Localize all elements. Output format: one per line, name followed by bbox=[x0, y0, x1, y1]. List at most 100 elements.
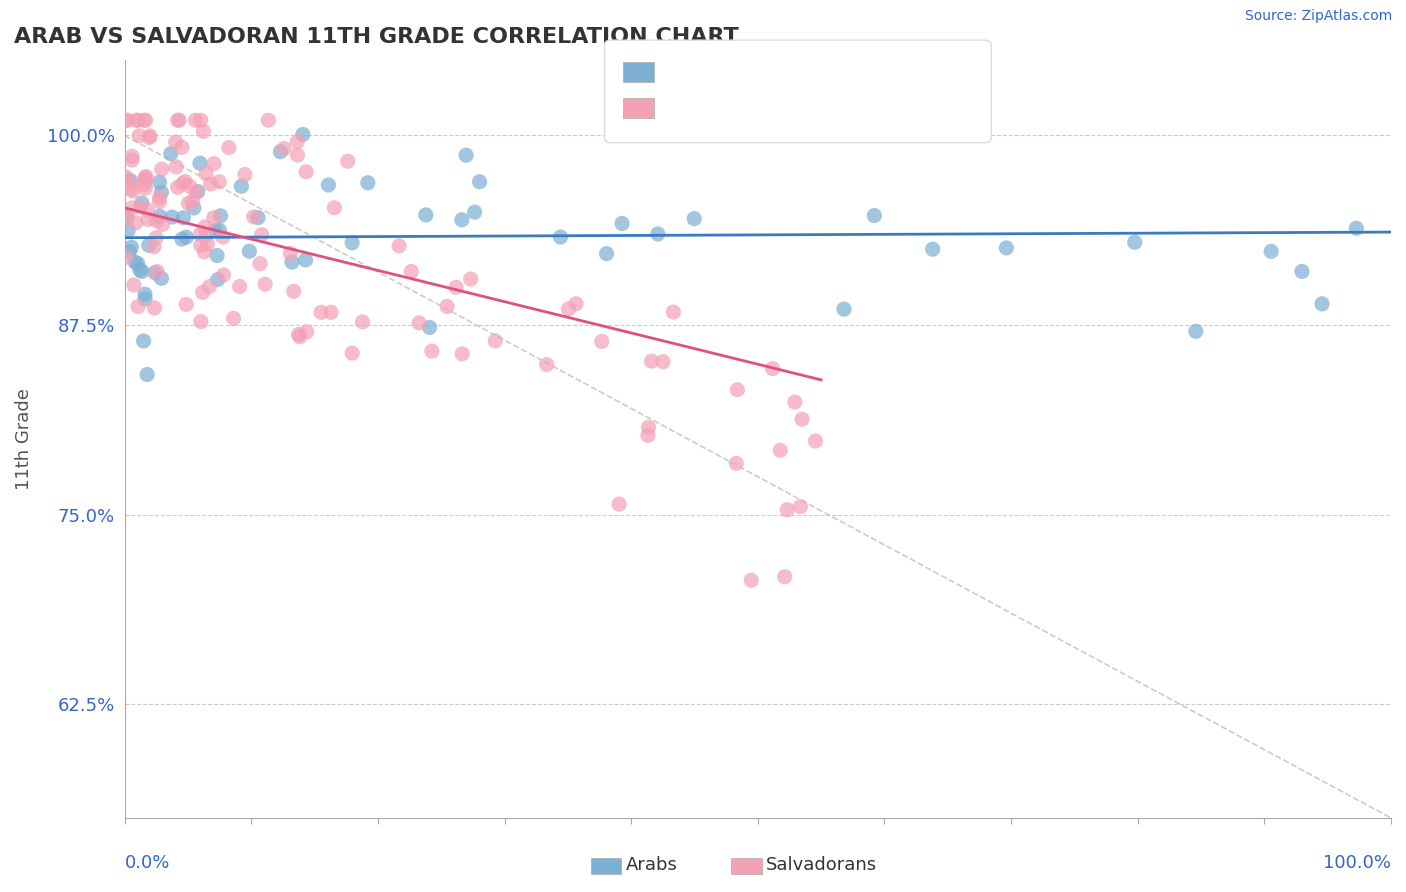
Point bbox=[740, 573, 762, 587]
Text: Source: ZipAtlas.com: Source: ZipAtlas.com bbox=[1244, 9, 1392, 23]
Point bbox=[1185, 324, 1208, 338]
Point bbox=[150, 162, 173, 177]
Point bbox=[165, 135, 187, 149]
Point bbox=[181, 194, 204, 209]
Text: Arabs: Arabs bbox=[626, 856, 678, 874]
Point bbox=[281, 255, 304, 269]
Point bbox=[591, 334, 613, 349]
Point bbox=[204, 223, 226, 237]
Text: 0.0%: 0.0% bbox=[125, 854, 170, 871]
Point bbox=[550, 230, 572, 244]
Point bbox=[127, 113, 149, 128]
Point bbox=[456, 148, 478, 162]
Point bbox=[610, 217, 633, 231]
Point bbox=[149, 209, 172, 223]
Point bbox=[318, 178, 340, 192]
Point bbox=[190, 238, 212, 252]
Point bbox=[117, 173, 139, 187]
Point bbox=[188, 156, 211, 170]
Y-axis label: 11th Grade: 11th Grade bbox=[15, 388, 32, 490]
Point bbox=[776, 502, 799, 516]
Point bbox=[166, 113, 188, 128]
Point bbox=[451, 347, 474, 361]
Point bbox=[143, 240, 166, 254]
Point bbox=[464, 205, 486, 219]
Point bbox=[114, 113, 136, 128]
Point bbox=[202, 211, 225, 225]
Point bbox=[1291, 264, 1313, 278]
Point bbox=[1310, 297, 1333, 311]
Point bbox=[184, 186, 207, 200]
Point bbox=[336, 154, 359, 169]
Point bbox=[145, 231, 167, 245]
Point bbox=[134, 171, 156, 186]
Point bbox=[637, 420, 659, 434]
Point bbox=[117, 113, 139, 128]
Point bbox=[121, 184, 143, 198]
Text: -0.485: -0.485 bbox=[703, 101, 768, 119]
Point bbox=[193, 124, 215, 138]
Point bbox=[283, 285, 305, 299]
Point bbox=[419, 320, 441, 334]
Point bbox=[177, 196, 200, 211]
Point bbox=[187, 185, 209, 199]
Point bbox=[254, 277, 277, 292]
Text: R =: R = bbox=[661, 101, 700, 119]
Text: ARAB VS SALVADORAN 11TH GRADE CORRELATION CHART: ARAB VS SALVADORAN 11TH GRADE CORRELATIO… bbox=[14, 27, 738, 46]
Point bbox=[190, 227, 212, 242]
Point bbox=[125, 216, 148, 230]
Point bbox=[184, 113, 207, 128]
Point bbox=[280, 246, 302, 260]
Point bbox=[207, 272, 229, 286]
Point bbox=[762, 361, 785, 376]
Point bbox=[139, 128, 162, 143]
Point bbox=[148, 175, 170, 189]
Point bbox=[247, 211, 270, 225]
Point bbox=[138, 238, 160, 252]
Point bbox=[132, 334, 155, 348]
Point bbox=[536, 358, 558, 372]
Point bbox=[287, 327, 309, 342]
Point bbox=[863, 209, 886, 223]
Point bbox=[415, 208, 437, 222]
Point bbox=[160, 146, 183, 161]
Point bbox=[340, 235, 363, 250]
Point bbox=[444, 280, 467, 294]
Point bbox=[166, 180, 188, 194]
Point bbox=[769, 443, 792, 458]
Point bbox=[174, 297, 197, 311]
Point bbox=[1346, 221, 1368, 235]
Point bbox=[218, 140, 240, 154]
Point bbox=[128, 128, 150, 143]
Text: R =: R = bbox=[661, 65, 700, 83]
Point bbox=[131, 264, 153, 278]
Text: 100.0%: 100.0% bbox=[1323, 854, 1391, 871]
Point bbox=[120, 240, 142, 254]
Point bbox=[191, 285, 214, 300]
Point bbox=[233, 168, 256, 182]
Point bbox=[135, 171, 157, 186]
Point bbox=[238, 244, 260, 259]
Point bbox=[401, 264, 423, 278]
Point bbox=[143, 266, 166, 280]
Point bbox=[170, 232, 193, 246]
Point bbox=[128, 262, 150, 277]
Point bbox=[122, 277, 145, 292]
Point bbox=[174, 175, 197, 189]
Point bbox=[134, 287, 156, 301]
Point bbox=[789, 500, 811, 514]
Text: Salvadorans: Salvadorans bbox=[766, 856, 877, 874]
Point bbox=[408, 316, 430, 330]
Point bbox=[652, 354, 675, 368]
Point bbox=[176, 230, 198, 244]
Point bbox=[222, 311, 245, 326]
Text: 64: 64 bbox=[844, 65, 869, 83]
Point bbox=[595, 246, 617, 260]
Point bbox=[136, 202, 159, 217]
Point bbox=[773, 570, 796, 584]
Text: 125: 125 bbox=[844, 101, 882, 119]
Point bbox=[995, 241, 1018, 255]
Point bbox=[121, 153, 143, 167]
Point bbox=[460, 272, 482, 286]
Point bbox=[209, 209, 232, 223]
